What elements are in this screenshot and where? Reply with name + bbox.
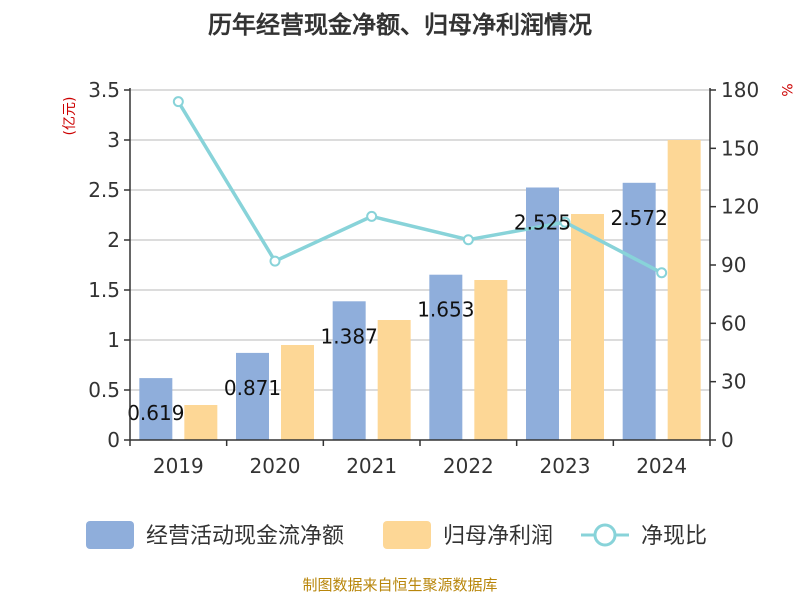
x-tick-label: 2021 bbox=[346, 454, 397, 478]
left-tick-label: 1.5 bbox=[88, 278, 120, 302]
bar-profit-2024 bbox=[667, 140, 701, 440]
ratio-point-2019 bbox=[172, 96, 184, 108]
data-label-cash-2021: 1.387 bbox=[321, 324, 378, 348]
right-tick-label: 60 bbox=[721, 311, 746, 335]
ratio-point-2020 bbox=[269, 255, 281, 267]
grid bbox=[130, 89, 710, 391]
left-tick-label: 0.5 bbox=[88, 378, 120, 402]
data-label-cash-2023: 2.525 bbox=[514, 211, 571, 235]
ratio-point-2024 bbox=[656, 267, 668, 279]
legend-swatch-profit bbox=[383, 521, 431, 549]
bar-cash-2022 bbox=[429, 274, 463, 440]
bar-profit-2019 bbox=[184, 405, 218, 440]
ratio-point-2021 bbox=[366, 210, 378, 222]
source-note: 制图数据来自恒生聚源数据库 bbox=[302, 576, 497, 594]
right-tick-label: 120 bbox=[721, 195, 759, 219]
legend-label-cash: 经营活动现金流净额 bbox=[146, 524, 344, 549]
chart-title: 历年经营现金净额、归母净利润情况 bbox=[208, 11, 592, 39]
data-label-cash-2020: 0.871 bbox=[224, 376, 281, 400]
right-tick-label: 30 bbox=[721, 370, 746, 394]
data-label-cash-2022: 1.653 bbox=[417, 298, 474, 322]
ratio-line bbox=[176, 100, 663, 275]
data-label-cash-2024: 2.572 bbox=[611, 206, 668, 230]
left-tick-label: 3.5 bbox=[88, 78, 120, 102]
right-tick-label: 0 bbox=[721, 428, 734, 452]
left-tick-label: 0 bbox=[107, 428, 120, 452]
bar-cash-2020 bbox=[236, 352, 269, 440]
ratio-line-layer bbox=[172, 96, 668, 279]
bar-profit-2021 bbox=[377, 320, 411, 440]
left-tick-label: 2 bbox=[107, 228, 120, 252]
left-tick-label: 3 bbox=[107, 128, 120, 152]
left-axis-unit: (亿元) bbox=[62, 97, 78, 136]
legend-swatch-ratio-marker bbox=[593, 523, 617, 547]
bar-cash-2024 bbox=[622, 182, 656, 441]
x-tick-label: 2024 bbox=[636, 454, 687, 478]
bar-profit-2020 bbox=[281, 345, 314, 440]
axes: 0 0.5 1 1.5 2 2.5 3 3.5 0 30 60 90 120 150 180 2019 2020… bbox=[88, 78, 759, 478]
right-axis-unit: % bbox=[778, 83, 794, 96]
x-tick-label: 2020 bbox=[250, 454, 301, 478]
right-tick-label: 180 bbox=[721, 78, 759, 102]
left-tick-label: 1 bbox=[107, 328, 120, 352]
ratio-point-2023 bbox=[559, 216, 571, 228]
legend-swatch-cash bbox=[86, 521, 134, 549]
bar-cash-2021 bbox=[332, 301, 366, 440]
legend-label-profit: 归母净利润 bbox=[443, 524, 553, 549]
legend-label-ratio: 净现比 bbox=[641, 524, 707, 549]
left-tick-label: 2.5 bbox=[88, 178, 120, 202]
right-tick-label: 150 bbox=[721, 136, 759, 160]
data-label-cash-2019: 0.619 bbox=[127, 401, 184, 425]
right-tick-label: 90 bbox=[721, 253, 746, 277]
bars bbox=[139, 140, 701, 441]
ratio-point-2022 bbox=[462, 234, 474, 246]
data-labels: 0.619 0.871 1.387 1.653 2.525 2.572 bbox=[127, 206, 668, 425]
legend: 经营活动现金流净额 归母净利润 净现比 bbox=[86, 521, 707, 549]
bar-profit-2023 bbox=[571, 214, 604, 440]
x-tick-label: 2022 bbox=[443, 454, 494, 478]
x-tick-label: 2023 bbox=[540, 454, 591, 478]
bar-cash-2019 bbox=[139, 378, 173, 440]
x-tick-label: 2019 bbox=[153, 454, 204, 478]
bar-profit-2022 bbox=[474, 280, 508, 440]
